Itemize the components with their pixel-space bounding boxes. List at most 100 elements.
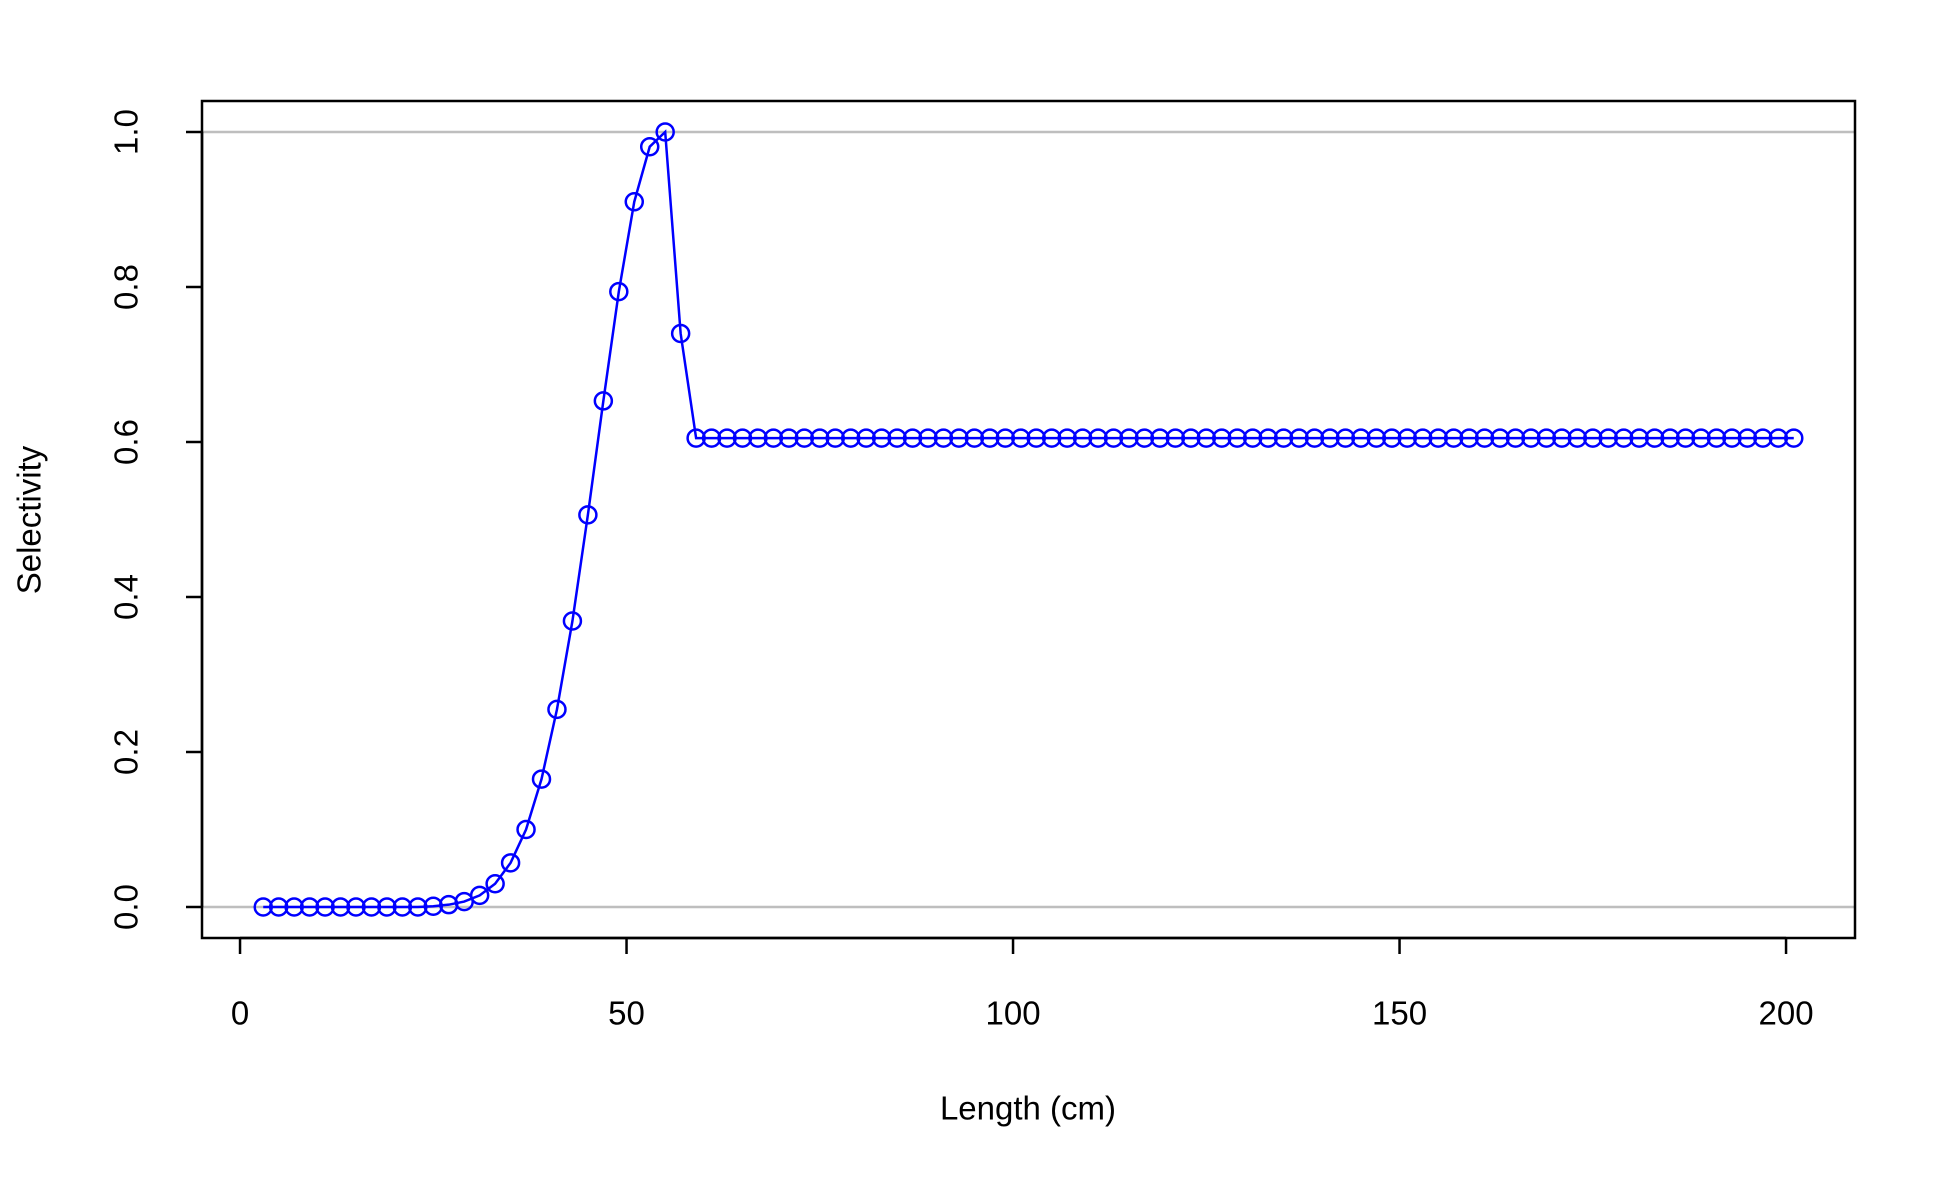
data-point xyxy=(624,192,645,212)
data-point xyxy=(361,897,382,917)
data-point xyxy=(485,874,505,894)
data-point xyxy=(1536,428,1557,448)
data-point xyxy=(794,428,815,448)
data-point xyxy=(377,897,397,917)
data-point xyxy=(732,428,753,448)
data-point xyxy=(408,897,428,917)
data-point xyxy=(871,428,892,448)
data-point xyxy=(964,428,985,448)
data-point xyxy=(531,769,552,789)
x-tick-label: 150 xyxy=(1372,995,1427,1032)
data-point xyxy=(1567,428,1588,448)
data-point xyxy=(562,611,583,631)
data-point xyxy=(1737,428,1758,448)
data-point xyxy=(1057,428,1077,448)
data-point xyxy=(1119,428,1139,448)
data-point xyxy=(268,897,289,917)
data-point xyxy=(1088,428,1108,448)
data-point xyxy=(299,897,320,917)
x-axis-title: Length (cm) xyxy=(940,1090,1116,1127)
data-point xyxy=(1258,428,1278,448)
data-point xyxy=(949,428,969,448)
data-point xyxy=(609,281,629,302)
data-point xyxy=(1459,428,1479,448)
data-point xyxy=(887,428,907,448)
data-point xyxy=(1150,428,1170,448)
data-point xyxy=(1722,428,1742,448)
data-point xyxy=(578,505,598,525)
data-point xyxy=(1397,428,1418,448)
data-point xyxy=(1412,428,1433,448)
data-point xyxy=(1505,428,1526,448)
data-point xyxy=(918,428,938,448)
data-point xyxy=(1351,428,1371,448)
data-point xyxy=(1490,428,1510,448)
data-point xyxy=(1196,428,1217,448)
data-point xyxy=(1644,428,1665,448)
data-point xyxy=(315,897,335,917)
data-point xyxy=(840,428,861,448)
data-point xyxy=(1289,428,1309,448)
data-point xyxy=(1706,428,1727,448)
data-point xyxy=(1165,428,1186,448)
data-point xyxy=(392,897,413,917)
data-point xyxy=(655,122,675,142)
data-point xyxy=(1675,428,1696,448)
data-point xyxy=(1011,428,1031,448)
x-tick-label: 200 xyxy=(1759,995,1814,1032)
data-point xyxy=(1320,428,1340,448)
data-point xyxy=(1753,428,1773,448)
data-point xyxy=(253,897,273,917)
x-tick-label: 0 xyxy=(231,995,249,1032)
data-point xyxy=(639,136,660,157)
data-point xyxy=(995,428,1016,448)
data-point xyxy=(516,819,536,840)
data-point xyxy=(1583,428,1603,448)
data-point xyxy=(1598,428,1619,448)
data-point xyxy=(1026,428,1046,448)
x-tick-label: 50 xyxy=(608,995,645,1032)
data-point xyxy=(1134,428,1155,448)
data-point xyxy=(423,896,444,916)
y-tick-label: 0.0 xyxy=(108,884,145,930)
data-point xyxy=(1273,428,1294,448)
data-point xyxy=(1212,428,1232,448)
y-tick-label: 0.4 xyxy=(108,574,145,620)
data-point xyxy=(1242,428,1263,448)
y-axis-title: Selectivity xyxy=(11,445,48,594)
data-point xyxy=(284,897,304,917)
y-tick-label: 1.0 xyxy=(108,109,145,155)
y-tick-label: 0.6 xyxy=(108,419,145,465)
data-point xyxy=(779,428,799,448)
data-point xyxy=(1304,428,1325,448)
data-point xyxy=(1629,428,1649,448)
data-point xyxy=(1428,428,1448,448)
data-point xyxy=(1552,428,1572,448)
data-point xyxy=(500,853,521,873)
data-point xyxy=(547,699,567,720)
data-point xyxy=(1768,428,1789,448)
data-point xyxy=(717,428,737,448)
data-point xyxy=(1181,428,1201,448)
data-point xyxy=(1521,428,1541,448)
data-point xyxy=(980,428,1000,448)
data-point xyxy=(825,428,845,448)
data-point xyxy=(1691,428,1711,448)
plot-frame xyxy=(200,99,1857,940)
data-point xyxy=(1784,428,1804,448)
data-point xyxy=(1474,428,1495,448)
data-point xyxy=(933,428,954,448)
data-point xyxy=(1613,428,1634,448)
data-point xyxy=(763,428,784,448)
data-point xyxy=(1443,428,1464,448)
data-point xyxy=(330,897,351,917)
data-point xyxy=(1072,428,1093,448)
data-point xyxy=(1660,428,1680,448)
data-point xyxy=(902,428,923,448)
data-point xyxy=(469,885,490,906)
series-line xyxy=(263,129,1794,909)
data-point xyxy=(1041,428,1062,448)
data-point xyxy=(346,897,366,917)
data-point xyxy=(856,428,876,448)
